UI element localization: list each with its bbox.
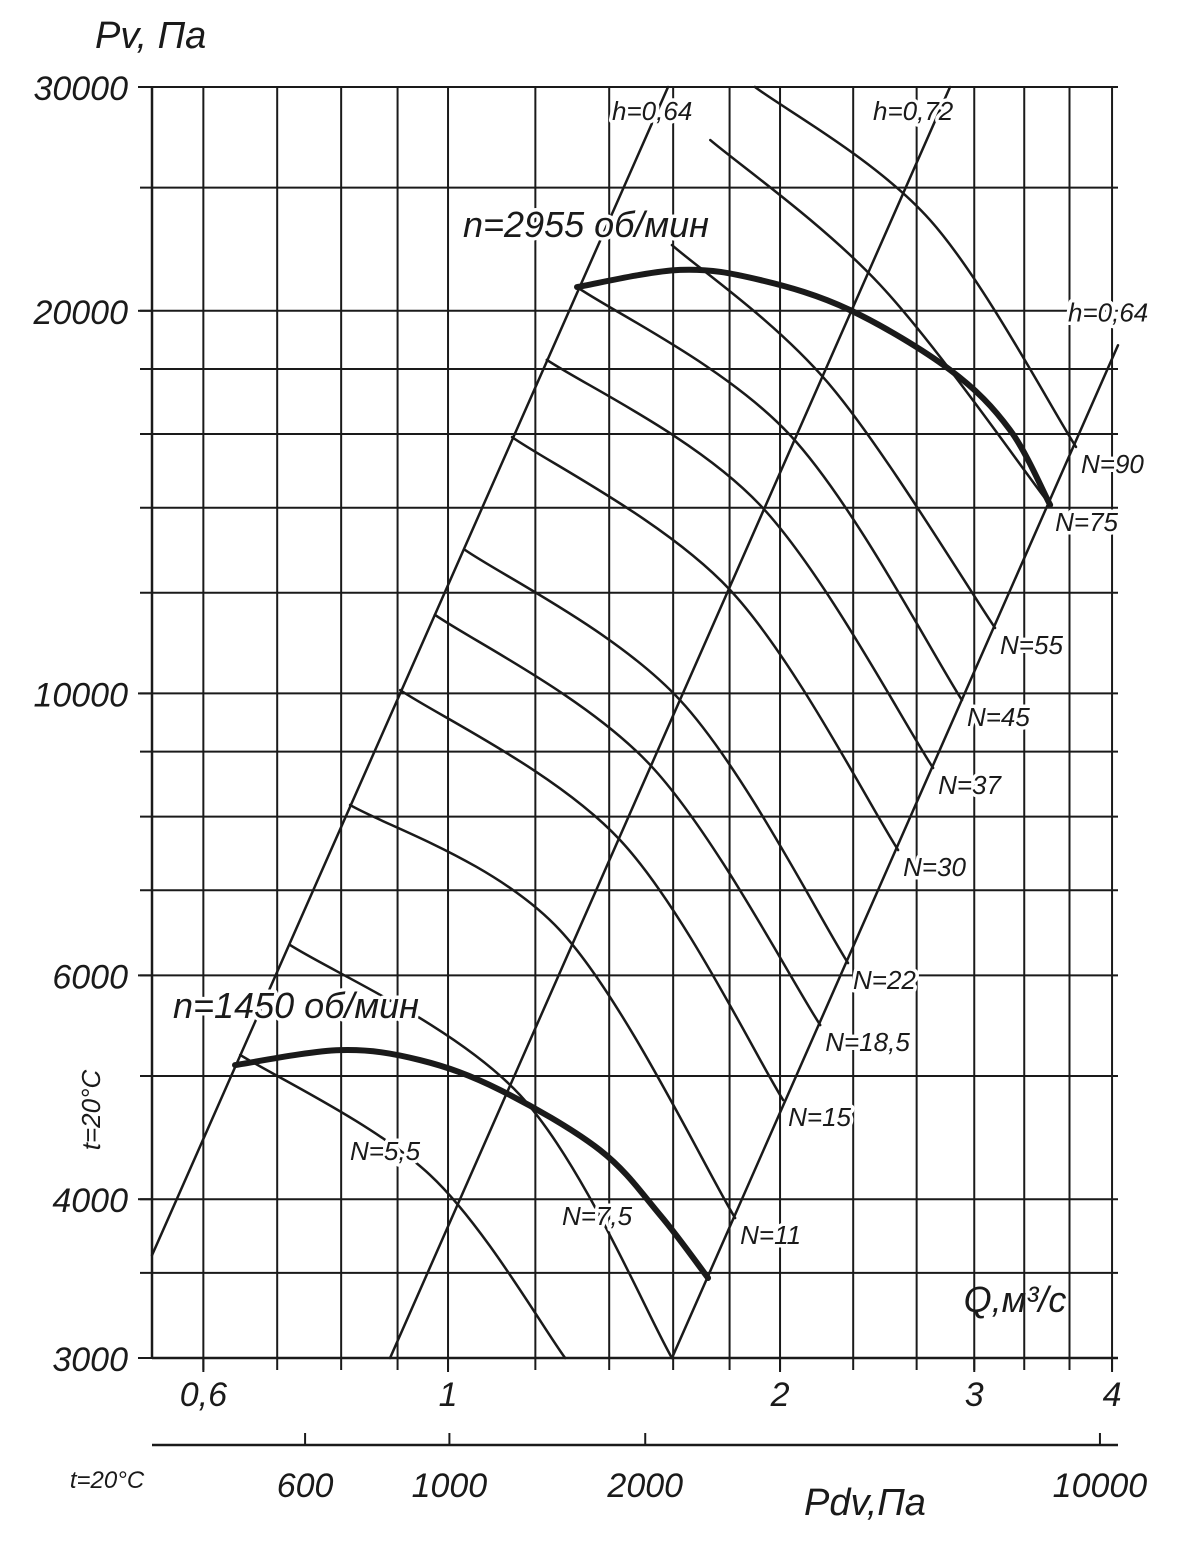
x-tick-label: 2	[770, 1376, 790, 1414]
curve-label: N=45	[967, 702, 1030, 732]
curve	[238, 1053, 567, 1360]
curve	[348, 803, 737, 1220]
y-axis-label: Pv, Па	[95, 15, 206, 57]
curve-label: N=55	[1000, 630, 1063, 660]
x2-axis-label: Pdv,Па	[804, 1482, 926, 1524]
curve	[433, 613, 822, 1027]
y-tick-label: 4000	[52, 1182, 128, 1220]
curve-label: N=37	[938, 770, 1002, 800]
curve-label: N=5,5	[350, 1136, 421, 1166]
x-tick-label: 4	[1103, 1376, 1122, 1414]
curve-label: h=0,64	[1068, 297, 1148, 327]
y-tick-label: 20000	[32, 294, 128, 332]
temperature-note: t=20°C	[70, 1467, 145, 1494]
x2-tick-label: 2000	[606, 1467, 683, 1505]
y-tick-label: 10000	[33, 676, 128, 714]
curve-label: N=90	[1081, 449, 1144, 479]
curve	[150, 85, 670, 1257]
curve-label: N=75	[1055, 507, 1118, 537]
y-tick-label: 30000	[33, 70, 128, 108]
x-axis-label: Q,м³/с	[964, 1279, 1067, 1320]
temperature-note: t=20°C	[76, 1070, 106, 1151]
curve	[709, 138, 1052, 507]
y-tick-label: 3000	[52, 1341, 128, 1379]
curve	[510, 435, 900, 852]
curve	[463, 548, 850, 965]
curve	[545, 358, 935, 770]
curve	[288, 943, 674, 1360]
curve-label: N=15	[788, 1102, 851, 1132]
curve	[670, 344, 1120, 1360]
x-tick-label: 3	[965, 1376, 984, 1414]
curve-label: h=0,72	[873, 96, 954, 126]
curve-label: h=0,64	[612, 96, 692, 126]
curve-label: N=7,5	[562, 1201, 633, 1231]
x-tick-label: 1	[439, 1376, 458, 1414]
x2-tick-label: 1000	[412, 1467, 488, 1505]
curve	[670, 243, 997, 630]
curve-label: N=30	[903, 852, 966, 882]
curve	[232, 1047, 712, 1281]
x-tick-label: 0,6	[180, 1376, 227, 1414]
curve	[753, 85, 1078, 449]
curve-label: N=18,5	[825, 1027, 910, 1057]
curve-label: n=1450 об/мин	[173, 985, 419, 1026]
curve-label: N=11	[740, 1220, 801, 1250]
x2-tick-label: 10000	[1053, 1467, 1148, 1505]
x2-tick-label: 600	[277, 1467, 334, 1505]
curve	[398, 688, 785, 1102]
y-tick-label: 6000	[52, 958, 128, 996]
curve	[575, 285, 964, 702]
curve-label: N=22	[853, 965, 916, 995]
curve	[574, 266, 1054, 508]
curve	[388, 85, 952, 1360]
curve-label: n=2955 об/мин	[463, 204, 709, 245]
